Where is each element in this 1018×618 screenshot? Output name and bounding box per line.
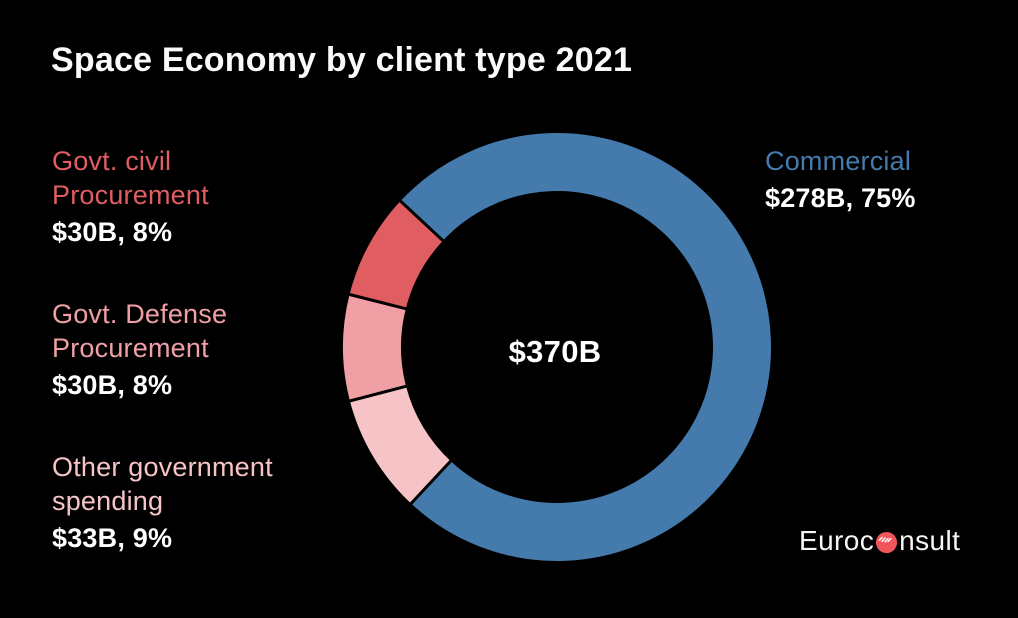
euroconsult-logo: Euroc nsult — [799, 526, 960, 556]
segment-label: Commercial — [765, 144, 916, 178]
donut-segment-govt-defense-procurement — [343, 294, 407, 401]
segment-label-line: spending — [52, 486, 164, 516]
logo-text-right: nsult — [899, 525, 961, 556]
logo-o-disc-icon — [875, 531, 898, 554]
donut-segment-commercial — [400, 133, 771, 561]
segment-label-line: Govt. Defense — [52, 299, 228, 329]
segment-divider — [348, 384, 408, 403]
label-govt-civil-procurement: Govt. civil Procurement $30B, 8% — [52, 144, 209, 249]
segment-label: Govt. Defense Procurement — [52, 297, 227, 365]
segment-label-line: Procurement — [52, 180, 209, 210]
segment-divider — [409, 459, 453, 506]
segment-label: Govt. civil Procurement — [52, 144, 209, 212]
segment-label-line: Other government — [52, 452, 273, 482]
segment-divider — [348, 292, 408, 311]
segment-value: $30B, 8% — [52, 370, 173, 400]
segment-label: Other government spending — [52, 450, 273, 518]
donut-center-total: $370B — [508, 334, 602, 369]
donut-segment-other-government-spending — [349, 385, 452, 504]
segment-value: $33B, 9% — [52, 523, 173, 553]
label-govt-defense-procurement: Govt. Defense Procurement $30B, 8% — [52, 297, 227, 402]
label-commercial: Commercial $278B, 75% — [765, 144, 916, 215]
donut-segment-govt-civil-procurement — [349, 201, 444, 310]
label-other-government-spending: Other government spending $33B, 9% — [52, 450, 273, 555]
segment-label-line: Commercial — [765, 146, 912, 176]
segment-divider — [398, 199, 445, 243]
segment-value: $30B, 8% — [52, 217, 173, 247]
segment-label-line: Govt. civil — [52, 146, 172, 176]
segment-label-line: Procurement — [52, 333, 209, 363]
chart-title: Space Economy by client type 2021 — [51, 41, 633, 79]
segment-value: $278B, 75% — [765, 183, 916, 213]
logo-text-left: Euroc — [799, 525, 875, 556]
